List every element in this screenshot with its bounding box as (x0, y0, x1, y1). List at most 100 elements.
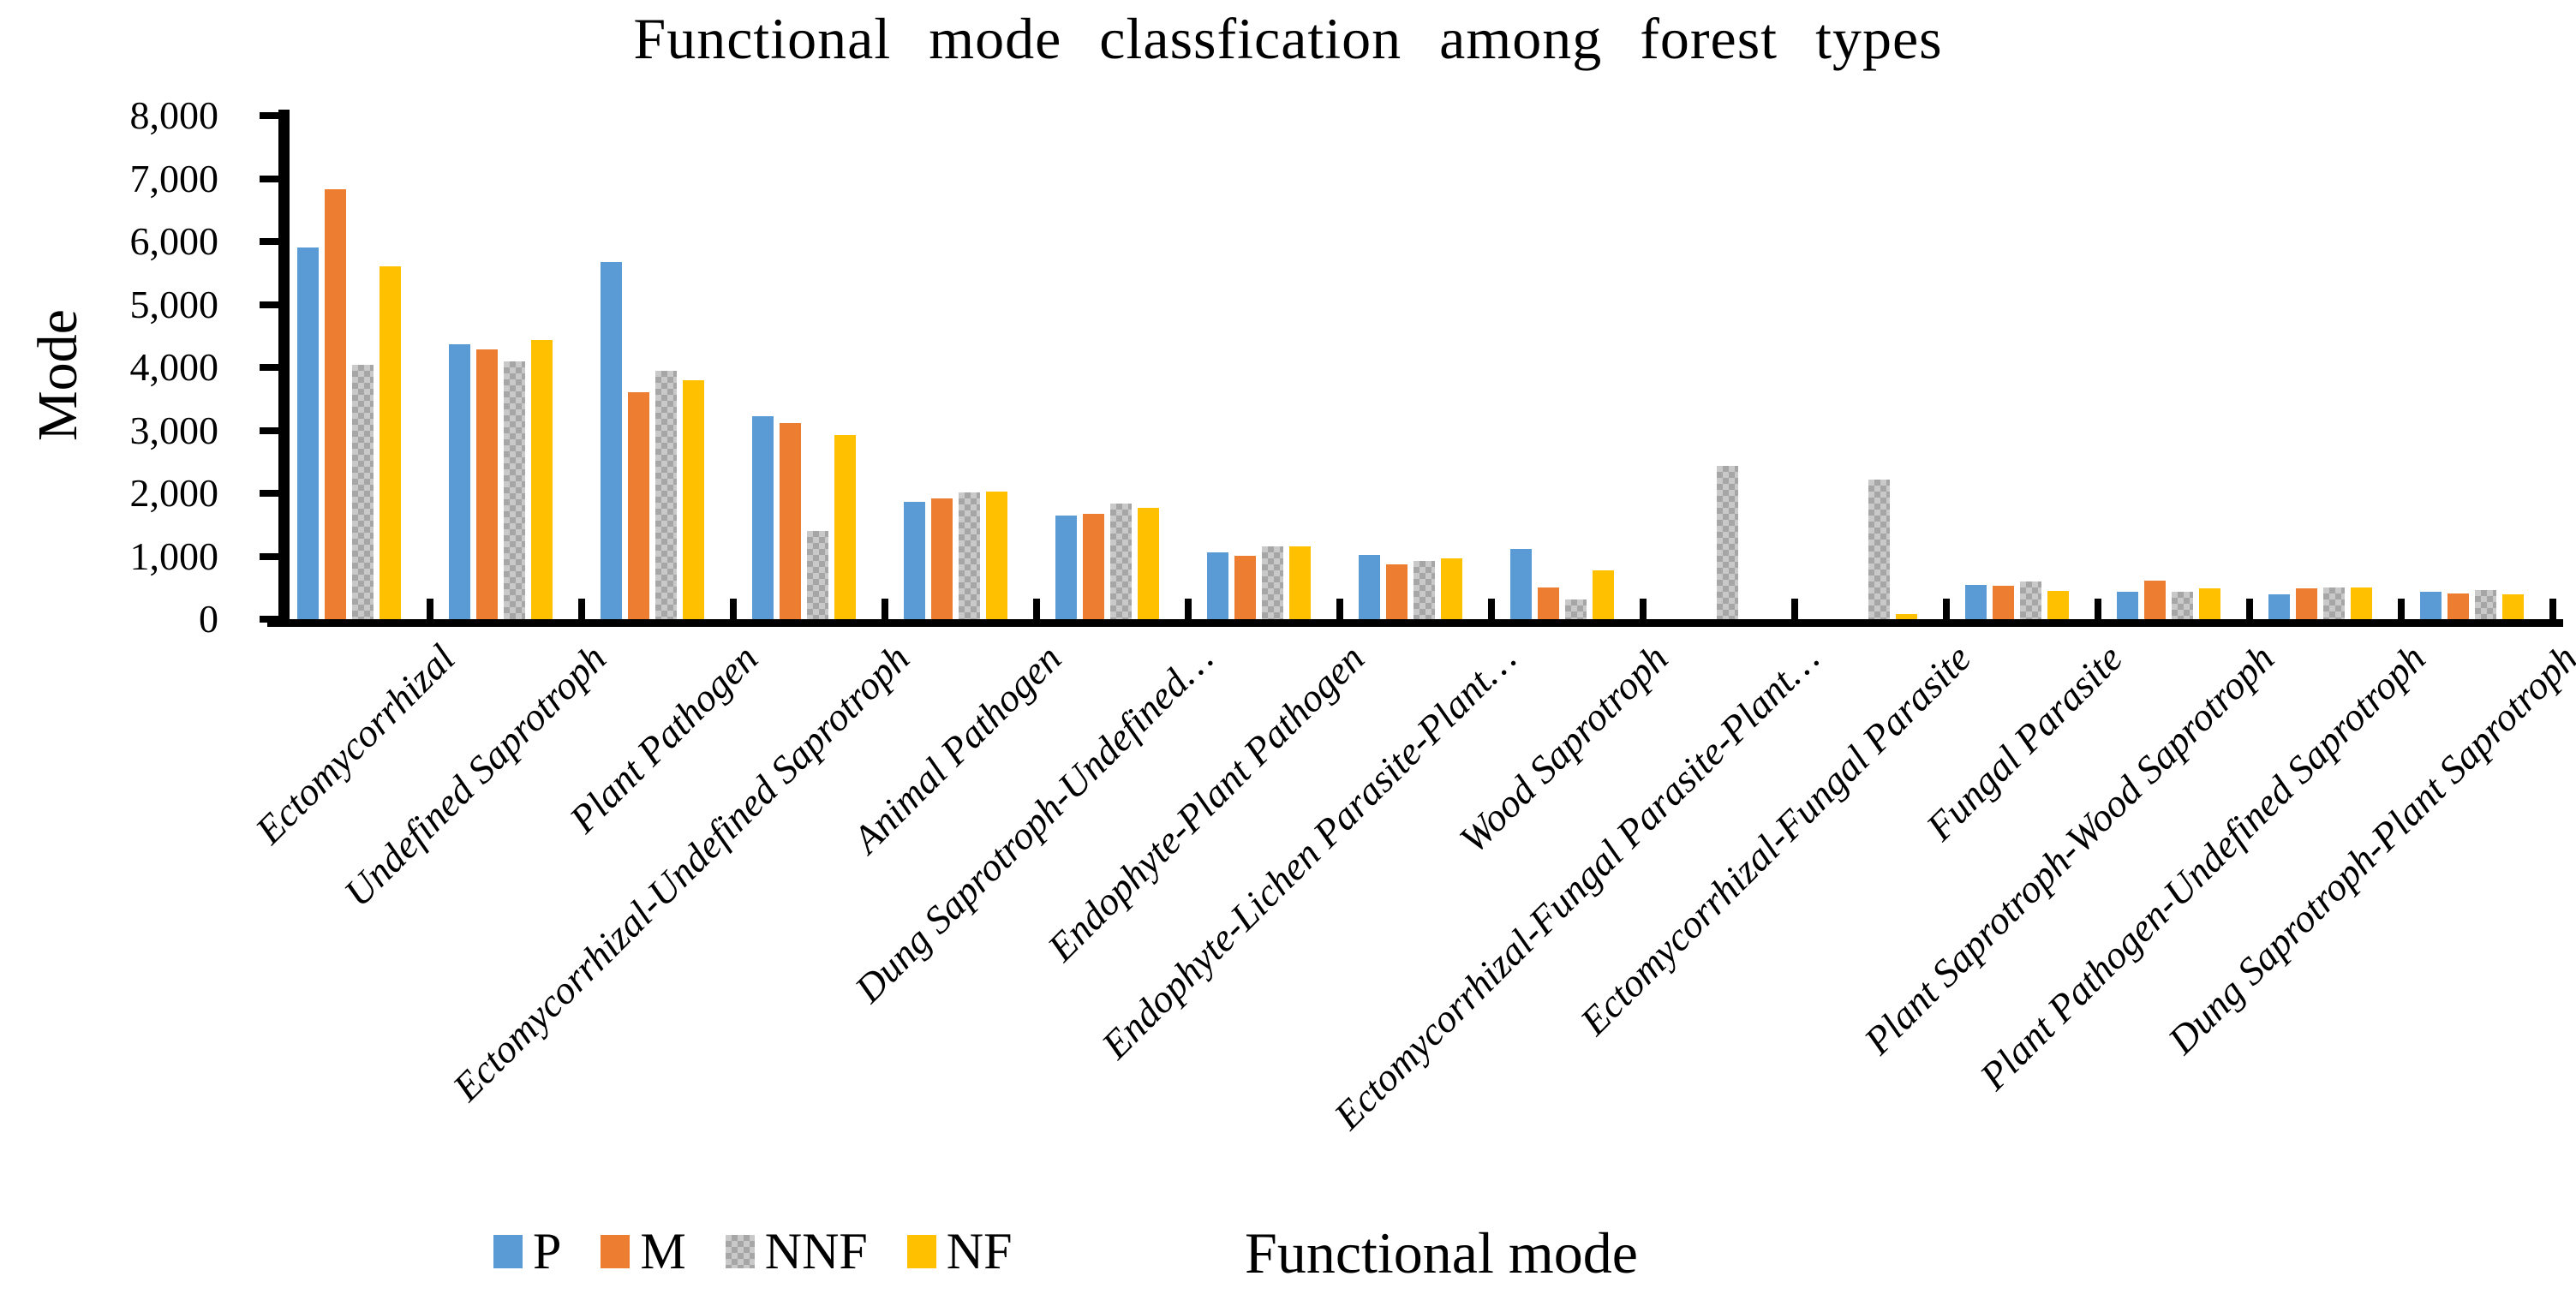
bar-NF (834, 435, 856, 619)
x-tick-mark (578, 599, 585, 619)
bar-NNF (1565, 599, 1587, 619)
bar-M (476, 349, 498, 619)
x-axis-line (267, 619, 2563, 627)
bar-M (325, 189, 346, 619)
bar-P (297, 247, 319, 619)
bar-NF (531, 340, 553, 619)
bar-M (2144, 581, 2166, 619)
bar-NF (1593, 570, 1614, 619)
x-tick-mark (1033, 599, 1040, 619)
legend-swatch-M (601, 1234, 631, 1268)
bar-M (2447, 593, 2469, 619)
x-tick-mark (2549, 599, 2556, 619)
bar-P (904, 502, 925, 619)
legend-item: M (601, 1223, 686, 1279)
bar-NF (2351, 587, 2372, 619)
y-tick-label: 2,000 (129, 471, 219, 515)
legend-label: NNF (764, 1223, 868, 1279)
x-category-label: Endophyte-Plant Pathogen (1039, 635, 1373, 969)
bar-NNF (655, 371, 677, 619)
x-tick-mark (1185, 599, 1192, 619)
bar-P (1510, 549, 1532, 619)
legend-label: P (533, 1223, 562, 1279)
bar-NF (1441, 558, 1462, 619)
bar-P (1965, 585, 1987, 619)
bar-NF (2047, 591, 2069, 619)
bar-NF (2502, 594, 2524, 619)
bar-NNF (1262, 546, 1283, 619)
x-tick-mark (730, 599, 737, 619)
bar-P (1207, 552, 1228, 619)
x-tick-mark (882, 599, 888, 619)
bar-M (1993, 586, 2014, 619)
x-axis-title: Functional mode (1245, 1220, 1638, 1285)
y-tick-mark (260, 364, 278, 371)
y-tick-mark (260, 301, 278, 308)
y-tick-label: 3,000 (129, 408, 219, 452)
x-tick-mark (427, 599, 433, 619)
bar-NNF (1414, 561, 1435, 619)
x-tick-mark (2398, 599, 2405, 619)
x-tick-mark (2095, 599, 2101, 619)
bar-NNF (807, 531, 828, 619)
bar-NNF (2323, 587, 2345, 619)
bar-NNF (1868, 480, 1890, 619)
y-tick-mark (260, 112, 278, 119)
bar-M (1386, 564, 1408, 619)
legend-swatch-NF (906, 1234, 936, 1268)
bar-M (1538, 587, 1559, 619)
y-tick-label: 6,000 (129, 219, 219, 263)
bar-P (2117, 592, 2138, 619)
legend-item: NNF (725, 1223, 868, 1279)
x-tick-mark (1488, 599, 1495, 619)
bar-M (1083, 514, 1104, 619)
bar-NNF (959, 492, 980, 619)
y-tick-label: 0 (199, 597, 218, 641)
bar-NNF (2475, 590, 2496, 619)
legend-label: NF (946, 1223, 1013, 1279)
bar-M (628, 392, 649, 619)
y-tick-label: 4,000 (129, 345, 219, 389)
bar-NNF (504, 361, 525, 619)
chart-title: Functional mode classfication among fore… (633, 6, 1943, 71)
bar-M (780, 423, 801, 619)
x-tick-mark (1791, 599, 1798, 619)
x-tick-mark (2246, 599, 2253, 619)
bar-P (752, 416, 774, 619)
legend: P M NNF NF (493, 1223, 1051, 1279)
y-tick-mark (260, 175, 278, 182)
bar-P (601, 262, 622, 619)
bar-NNF (1717, 466, 1738, 619)
bar-NNF (2020, 581, 2041, 619)
legend-item: NF (906, 1223, 1013, 1279)
bar-NF (1896, 614, 1917, 619)
bar-NF (986, 492, 1007, 619)
bar-NF (2199, 588, 2220, 619)
legend-swatch-NNF (725, 1234, 755, 1268)
bar-M (2296, 588, 2317, 619)
bar-P (449, 344, 470, 619)
y-tick-label: 1,000 (129, 534, 219, 578)
bar-P (2420, 592, 2442, 619)
bar-M (1234, 556, 1256, 619)
x-category-label: Undefined Saprotroph (335, 635, 615, 915)
legend-item: P (493, 1223, 561, 1279)
y-tick-mark (260, 426, 278, 434)
legend-swatch-P (493, 1234, 523, 1268)
bar-NF (683, 380, 704, 619)
y-tick-label: 5,000 (129, 282, 219, 326)
y-tick-label: 8,000 (129, 93, 219, 137)
legend-label: M (640, 1223, 686, 1279)
y-tick-mark (260, 238, 278, 245)
bar-NNF (2172, 592, 2193, 619)
bar-NF (380, 266, 401, 619)
bar-NF (1289, 546, 1311, 619)
y-tick-mark (260, 490, 278, 497)
x-tick-mark (1640, 599, 1647, 619)
y-tick-mark (260, 552, 278, 560)
bar-NNF (352, 365, 374, 619)
bar-NNF (1110, 504, 1132, 619)
bar-M (931, 498, 953, 619)
bar-P (1055, 516, 1077, 619)
